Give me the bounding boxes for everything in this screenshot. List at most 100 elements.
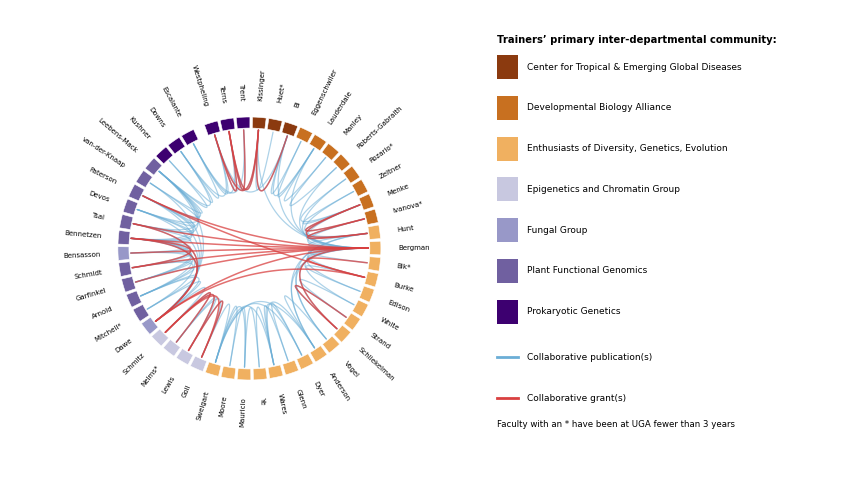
- Text: Edison: Edison: [387, 299, 411, 313]
- Wedge shape: [253, 368, 267, 380]
- Wedge shape: [145, 158, 162, 175]
- Text: Paterson: Paterson: [88, 166, 118, 185]
- Text: Tsai: Tsai: [90, 212, 105, 221]
- Text: Sweigart: Sweigart: [195, 390, 210, 421]
- Text: Faculty with an * have been at UGA fewer than 3 years: Faculty with an * have been at UGA fewer…: [497, 420, 734, 429]
- FancyBboxPatch shape: [497, 300, 518, 324]
- Text: Dawe: Dawe: [114, 337, 134, 354]
- Text: Schmitz: Schmitz: [122, 351, 146, 375]
- Text: Collaborative publication(s): Collaborative publication(s): [527, 353, 652, 362]
- Wedge shape: [119, 262, 132, 276]
- Text: Kissinger: Kissinger: [258, 69, 266, 100]
- Text: Devos: Devos: [88, 190, 110, 203]
- Wedge shape: [343, 166, 360, 183]
- Wedge shape: [151, 329, 169, 346]
- Text: Zeltner: Zeltner: [378, 163, 403, 180]
- FancyBboxPatch shape: [497, 218, 518, 242]
- Wedge shape: [120, 214, 133, 230]
- Text: Garfinkel: Garfinkel: [76, 288, 108, 302]
- Text: Dyer: Dyer: [312, 381, 325, 398]
- Text: White: White: [379, 316, 400, 331]
- Wedge shape: [206, 362, 221, 376]
- Text: van-der-Knaap: van-der-Knaap: [82, 136, 127, 169]
- Wedge shape: [123, 199, 138, 215]
- Text: Terns: Terns: [218, 83, 227, 102]
- Text: Fungal Group: Fungal Group: [527, 226, 587, 235]
- Text: Vogel: Vogel: [343, 360, 360, 378]
- Text: Schliekelman: Schliekelman: [357, 347, 396, 383]
- Wedge shape: [368, 225, 380, 240]
- Wedge shape: [220, 118, 235, 131]
- Text: Ivanova*: Ivanova*: [393, 201, 424, 214]
- Text: Hunt: Hunt: [396, 225, 414, 233]
- Wedge shape: [156, 147, 173, 164]
- Wedge shape: [126, 291, 142, 307]
- FancyBboxPatch shape: [497, 55, 518, 79]
- Text: Leebens-Mack: Leebens-Mack: [96, 117, 138, 154]
- Wedge shape: [181, 129, 199, 145]
- FancyBboxPatch shape: [497, 96, 518, 120]
- Text: Manley: Manley: [342, 113, 363, 137]
- FancyBboxPatch shape: [497, 137, 518, 161]
- Wedge shape: [141, 317, 158, 334]
- Wedge shape: [221, 366, 236, 379]
- Text: Nelms*: Nelms*: [140, 364, 160, 388]
- Wedge shape: [352, 179, 368, 196]
- Wedge shape: [322, 144, 339, 161]
- Text: Trent: Trent: [238, 83, 245, 100]
- FancyBboxPatch shape: [497, 259, 518, 283]
- Wedge shape: [190, 356, 206, 371]
- Wedge shape: [129, 184, 144, 201]
- Wedge shape: [133, 305, 149, 322]
- Wedge shape: [237, 368, 251, 380]
- Text: Moore: Moore: [218, 395, 228, 417]
- Text: Strand: Strand: [369, 332, 391, 350]
- Text: Bi: Bi: [294, 100, 302, 108]
- Wedge shape: [118, 231, 130, 245]
- Wedge shape: [136, 170, 152, 187]
- Text: Center for Tropical & Emerging Global Diseases: Center for Tropical & Emerging Global Di…: [527, 63, 741, 72]
- Text: Lewis: Lewis: [161, 375, 175, 394]
- Wedge shape: [176, 348, 194, 365]
- Wedge shape: [370, 241, 381, 255]
- Text: Collaborative grant(s): Collaborative grant(s): [527, 394, 626, 403]
- Text: Bergman: Bergman: [398, 245, 430, 251]
- Wedge shape: [334, 325, 351, 342]
- Wedge shape: [297, 354, 313, 369]
- Text: Escalante: Escalante: [161, 86, 182, 119]
- Wedge shape: [353, 300, 368, 317]
- Wedge shape: [283, 360, 298, 375]
- Text: Prokaryotic Genetics: Prokaryotic Genetics: [527, 307, 621, 316]
- Wedge shape: [118, 247, 130, 260]
- Wedge shape: [322, 336, 340, 353]
- Wedge shape: [365, 271, 378, 287]
- Wedge shape: [365, 209, 378, 225]
- Wedge shape: [368, 257, 381, 271]
- Text: Wares: Wares: [277, 393, 287, 415]
- Text: Trainers’ primary inter-departmental community:: Trainers’ primary inter-departmental com…: [497, 35, 777, 45]
- Wedge shape: [252, 117, 267, 129]
- Text: Epigenetics and Chromatin Group: Epigenetics and Chromatin Group: [527, 185, 680, 194]
- Text: Huet*: Huet*: [276, 83, 286, 103]
- Text: Schmidt: Schmidt: [74, 269, 103, 280]
- Text: Mauricio: Mauricio: [239, 397, 246, 427]
- Text: Developmental Biology Alliance: Developmental Biology Alliance: [527, 103, 672, 112]
- Wedge shape: [237, 117, 250, 129]
- Wedge shape: [268, 365, 283, 378]
- Wedge shape: [282, 122, 298, 137]
- Text: Bennetzen: Bennetzen: [64, 230, 101, 239]
- Text: Anderson: Anderson: [329, 371, 352, 402]
- Text: Goll: Goll: [181, 383, 193, 398]
- Text: Downs: Downs: [148, 106, 166, 129]
- Text: Burke: Burke: [393, 282, 414, 292]
- Wedge shape: [205, 121, 220, 135]
- Text: Eggenschwiler: Eggenschwiler: [311, 68, 339, 116]
- Wedge shape: [344, 313, 360, 330]
- Wedge shape: [359, 286, 374, 302]
- Text: Mitchell*: Mitchell*: [94, 322, 123, 342]
- Text: Plant Functional Genomics: Plant Functional Genomics: [527, 266, 648, 275]
- Text: Westpheling: Westpheling: [190, 64, 209, 107]
- Text: Bensasson: Bensasson: [64, 251, 101, 258]
- Wedge shape: [121, 276, 136, 292]
- Text: Bik*: Bik*: [396, 263, 411, 271]
